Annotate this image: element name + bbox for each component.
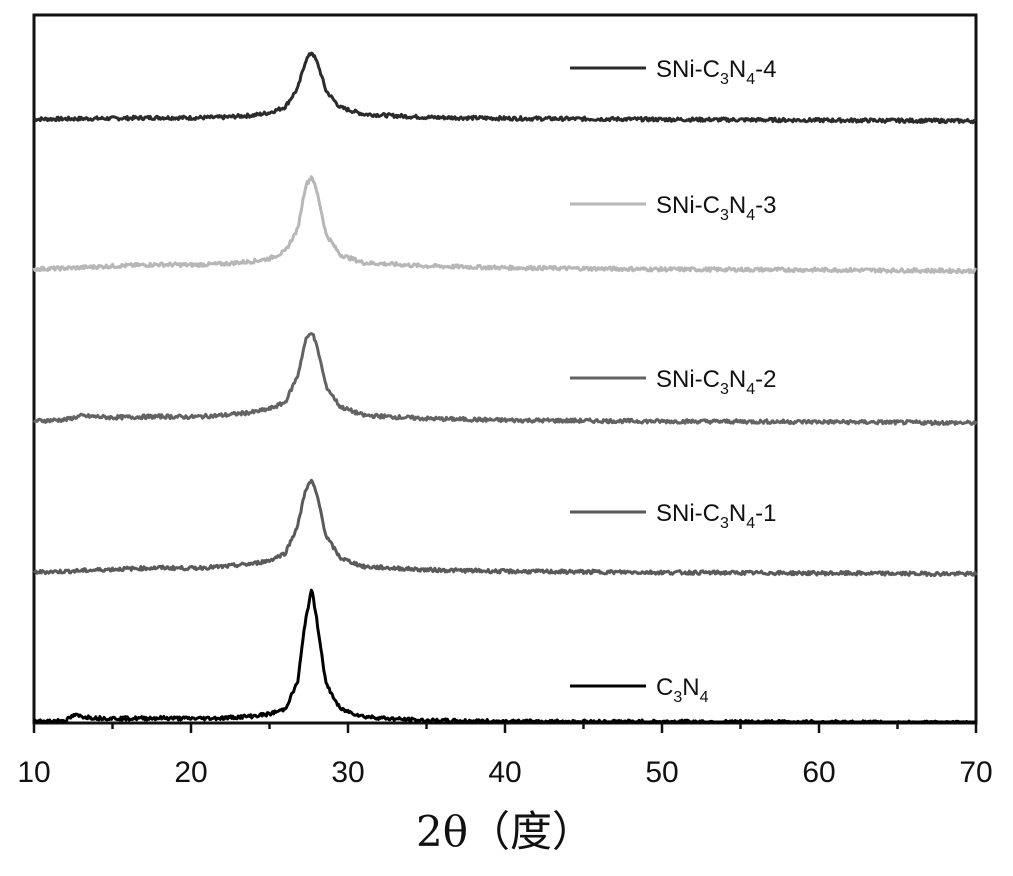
x-tick-label-70: 70	[959, 756, 992, 789]
x-tick-label-30: 30	[331, 756, 364, 789]
series-line-2	[32, 175, 978, 275]
x-tick-label-10: 10	[17, 756, 50, 789]
x-axis-label: 2θ（度）	[416, 807, 594, 856]
series-line-3	[32, 332, 978, 426]
series-line-1	[33, 51, 977, 125]
x-axis: 10 20 30 40 50 60 70	[17, 723, 993, 789]
legend-label-1: SNi-C3N4-4	[656, 56, 777, 88]
x-tick-label-40: 40	[488, 756, 521, 789]
x-tick-label-60: 60	[802, 756, 835, 789]
traces	[32, 51, 978, 724]
series-line-4	[32, 478, 978, 577]
legend-label-3: SNi-C3N4-2	[656, 366, 777, 398]
legend: SNi-C3N4-4 SNi-C3N4-3 SNi-C3N4-2 SNi-C3N4-1…	[570, 56, 777, 706]
legend-label-5: C3N4	[656, 674, 709, 706]
x-tick-label-50: 50	[645, 756, 678, 789]
legend-label-4: SNi-C3N4-1	[656, 500, 777, 532]
x-tick-label-20: 20	[174, 756, 207, 789]
legend-label-2: SNi-C3N4-3	[656, 192, 777, 224]
series-line-5	[32, 588, 977, 724]
